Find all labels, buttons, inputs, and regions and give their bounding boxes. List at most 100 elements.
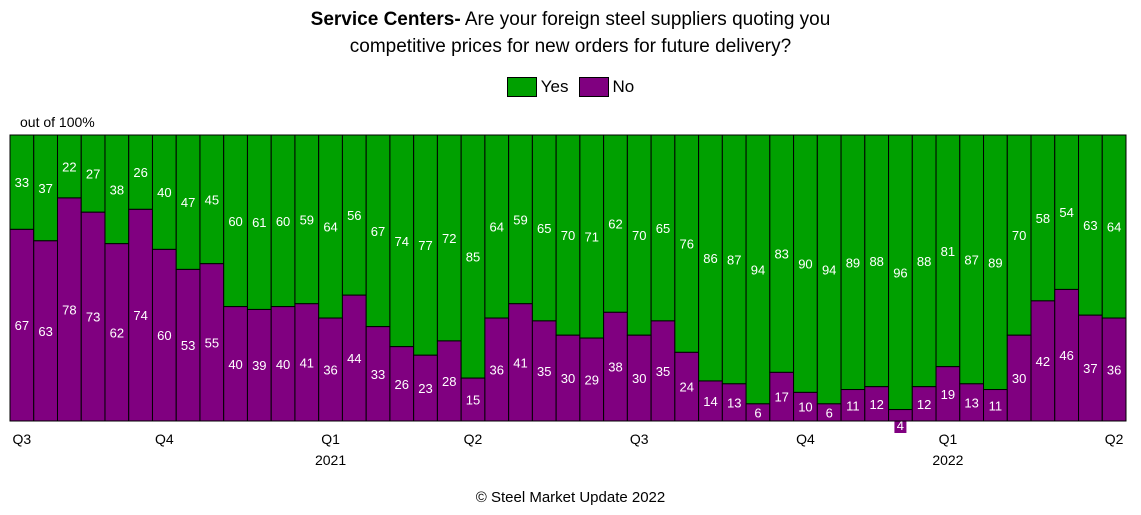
data-label-no: 42 [1036,354,1050,369]
data-label-yes: 38 [110,182,124,197]
legend-swatch-no [578,77,609,97]
data-label-yes: 26 [133,165,147,180]
data-label-no: 33 [371,367,385,382]
data-label-no: 11 [989,398,1003,413]
data-label-no: 23 [418,381,432,396]
data-label-yes: 72 [442,231,456,246]
data-label-yes: 65 [656,221,670,236]
data-label-yes: 89 [988,255,1002,270]
data-label-yes: 77 [418,238,432,253]
data-label-yes: 90 [798,257,812,272]
data-label-no: 38 [608,360,622,375]
data-label-no: 6 [754,405,761,420]
data-label-no: 63 [38,324,52,339]
data-label-no: 37 [1083,361,1097,376]
x-tick-label: Q2 [464,431,483,447]
data-label-yes: 64 [1107,220,1121,235]
x-tick-label: Q1 [939,431,958,447]
data-label-no: 26 [395,377,409,392]
data-label-yes: 62 [608,217,622,232]
x-tick-label: Q2 [1105,431,1124,447]
data-label-no: 30 [1012,371,1026,386]
title-rest: Are your foreign steel suppliers quoting… [464,9,831,30]
data-label-no: 4 [897,418,904,433]
data-label-yes: 87 [727,252,741,267]
data-label-yes: 65 [537,221,551,236]
title-line2: competitive prices for new orders for fu… [349,36,792,57]
data-label-yes: 59 [300,212,314,227]
data-label-no: 36 [1107,363,1121,378]
data-label-yes: 81 [941,244,955,259]
data-label-no: 62 [110,325,124,340]
data-label-no: 44 [347,351,361,366]
data-label-yes: 87 [964,252,978,267]
data-label-no: 35 [537,364,551,379]
data-label-yes: 70 [632,228,646,243]
data-label-yes: 83 [774,247,788,262]
data-label-no: 55 [205,335,219,350]
data-label-no: 6 [826,405,833,420]
data-label-no: 36 [490,363,504,378]
legend-swatch-yes [506,77,537,97]
data-label-yes: 70 [1012,228,1026,243]
data-label-no: 12 [917,397,931,412]
x-tick-label: Q4 [796,431,815,447]
data-label-no: 60 [157,328,171,343]
data-label-yes: 67 [371,224,385,239]
data-label-yes: 94 [751,262,765,277]
legend-label-yes: Yes [540,77,569,96]
data-label-yes: 40 [157,185,171,200]
data-label-yes: 61 [252,215,266,230]
data-label-yes: 70 [561,228,575,243]
chart-title: Service Centers- Are your foreign steel … [0,6,1141,60]
data-label-yes: 88 [869,254,883,269]
data-label-yes: 33 [15,175,29,190]
data-label-yes: 56 [347,208,361,223]
data-label-no: 30 [632,371,646,386]
data-label-no: 30 [561,371,575,386]
copyright-footer: © Steel Market Update 2022 [475,489,666,506]
data-label-yes: 22 [62,159,76,174]
data-label-no: 40 [276,357,290,372]
data-label-no: 17 [774,390,788,405]
data-label-no: 29 [585,373,599,388]
data-label-no: 24 [679,380,693,395]
x-tick-label: Q3 [630,431,649,447]
data-label-no: 10 [798,400,812,415]
data-label-no: 13 [964,395,978,410]
data-label-no: 67 [15,318,29,333]
data-label-no: 41 [513,355,527,370]
data-label-no: 74 [133,308,147,323]
x-tick-label: Q3 [13,431,32,447]
y-axis-label: out of 100% [20,114,95,130]
data-label-no: 78 [62,302,76,317]
x-tick-label: Q4 [155,431,174,447]
x-tick-label: Q1 [321,431,340,447]
legend-label-no: No [612,77,635,96]
data-label-no: 28 [442,374,456,389]
data-label-yes: 86 [703,251,717,266]
data-label-no: 41 [300,355,314,370]
x-year-label: 2021 [315,452,346,468]
data-label-no: 11 [846,398,860,413]
data-label-no: 12 [869,397,883,412]
data-label-yes: 59 [513,212,527,227]
data-label-yes: 76 [679,237,693,252]
data-label-yes: 54 [1059,205,1073,220]
data-label-yes: 96 [893,265,907,280]
legend-no: No [578,77,635,97]
x-year-label: 2022 [932,452,963,468]
data-label-yes: 74 [395,234,409,249]
data-label-yes: 71 [585,230,599,245]
data-label-yes: 94 [822,262,836,277]
data-label-yes: 60 [228,214,242,229]
data-label-yes: 27 [86,167,100,182]
data-label-no: 40 [228,357,242,372]
data-label-yes: 58 [1036,211,1050,226]
data-label-yes: 47 [181,195,195,210]
data-label-no: 14 [703,394,717,409]
data-label-no: 46 [1059,348,1073,363]
data-label-no: 19 [941,387,955,402]
data-label-no: 39 [252,358,266,373]
